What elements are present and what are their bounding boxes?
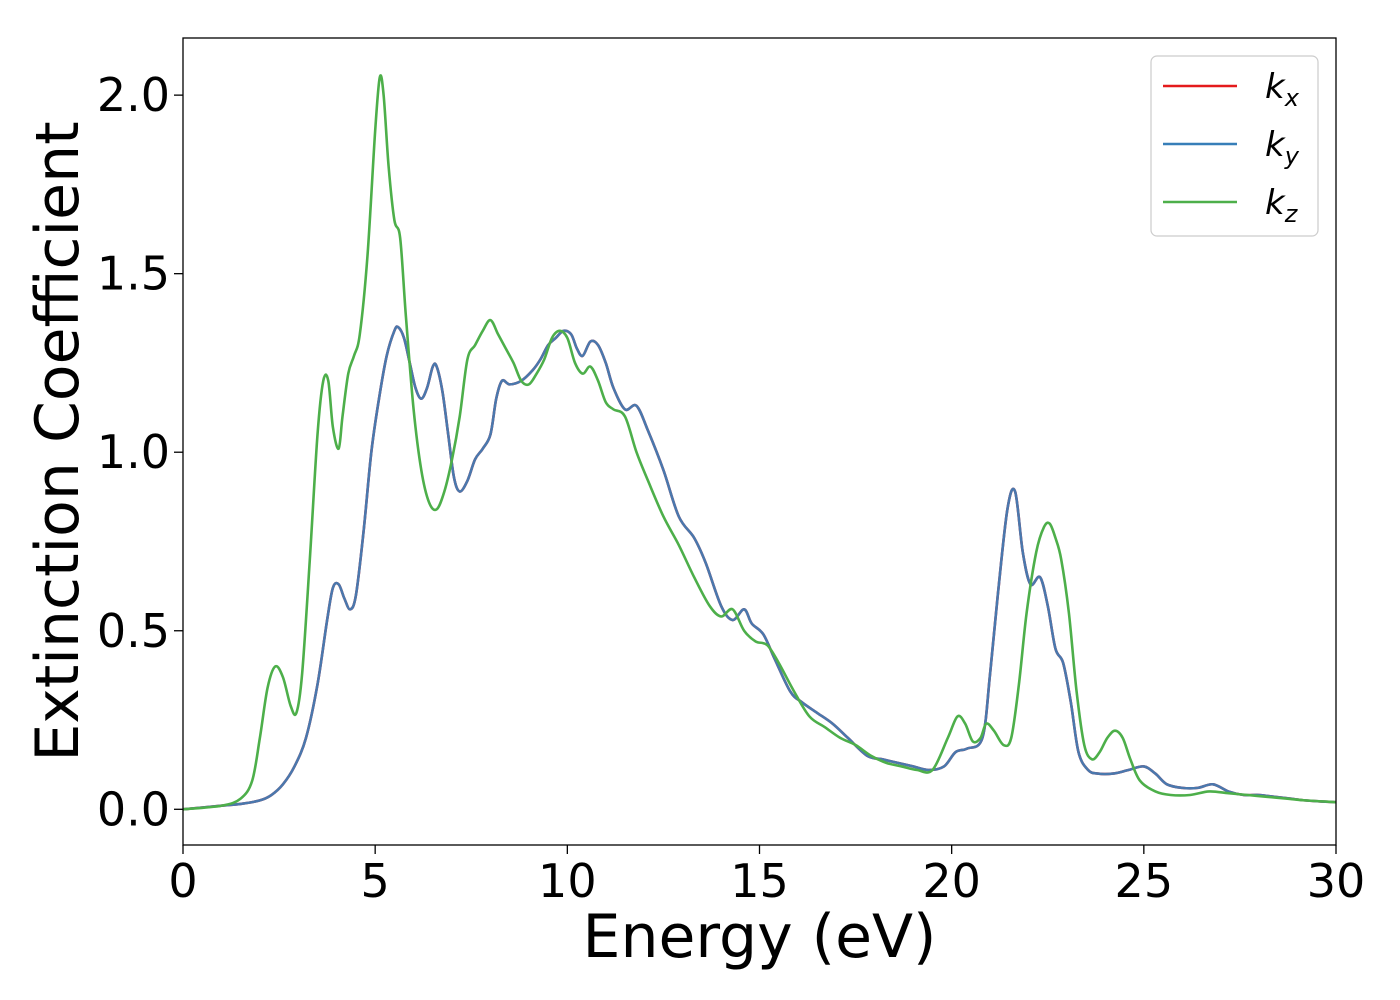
legend-entries: kx ky kz [1163, 67, 1300, 228]
x-tick-label: 15 [730, 854, 789, 908]
legend-label-kz: kz [1265, 183, 1299, 228]
legend-label-kx: kx [1265, 67, 1300, 112]
x-tick-label: 30 [1307, 854, 1366, 908]
series-line-kz [183, 74, 1336, 811]
x-tick-label: 20 [922, 854, 981, 908]
y-tick-label: 0.5 [97, 604, 170, 658]
legend: kx ky kz [1150, 55, 1319, 237]
y-tick-label: 1.5 [97, 247, 170, 301]
y-axis-label: Extinction Coefficient [23, 121, 93, 761]
plot-area: 0 5 10 15 20 25 30 0.0 0.5 1.0 1.5 2.0 [97, 37, 1365, 908]
y-axis-ticks: 0.0 0.5 1.0 1.5 2.0 [97, 68, 183, 836]
x-tick-label: 5 [361, 854, 390, 908]
y-tick-label: 0.0 [97, 782, 170, 836]
x-axis-label: Energy (eV) [583, 902, 937, 972]
series-layer [183, 74, 1336, 811]
legend-box [1150, 55, 1319, 237]
x-tick-label: 10 [538, 854, 597, 908]
x-tick-label: 25 [1115, 854, 1174, 908]
y-tick-label: 1.0 [97, 425, 170, 479]
x-tick-label: 0 [168, 854, 197, 908]
series-line-ky [183, 325, 1336, 811]
x-axis-ticks: 0 5 10 15 20 25 30 [168, 845, 1365, 908]
legend-label-ky: ky [1265, 125, 1300, 170]
y-tick-label: 2.0 [97, 68, 170, 122]
